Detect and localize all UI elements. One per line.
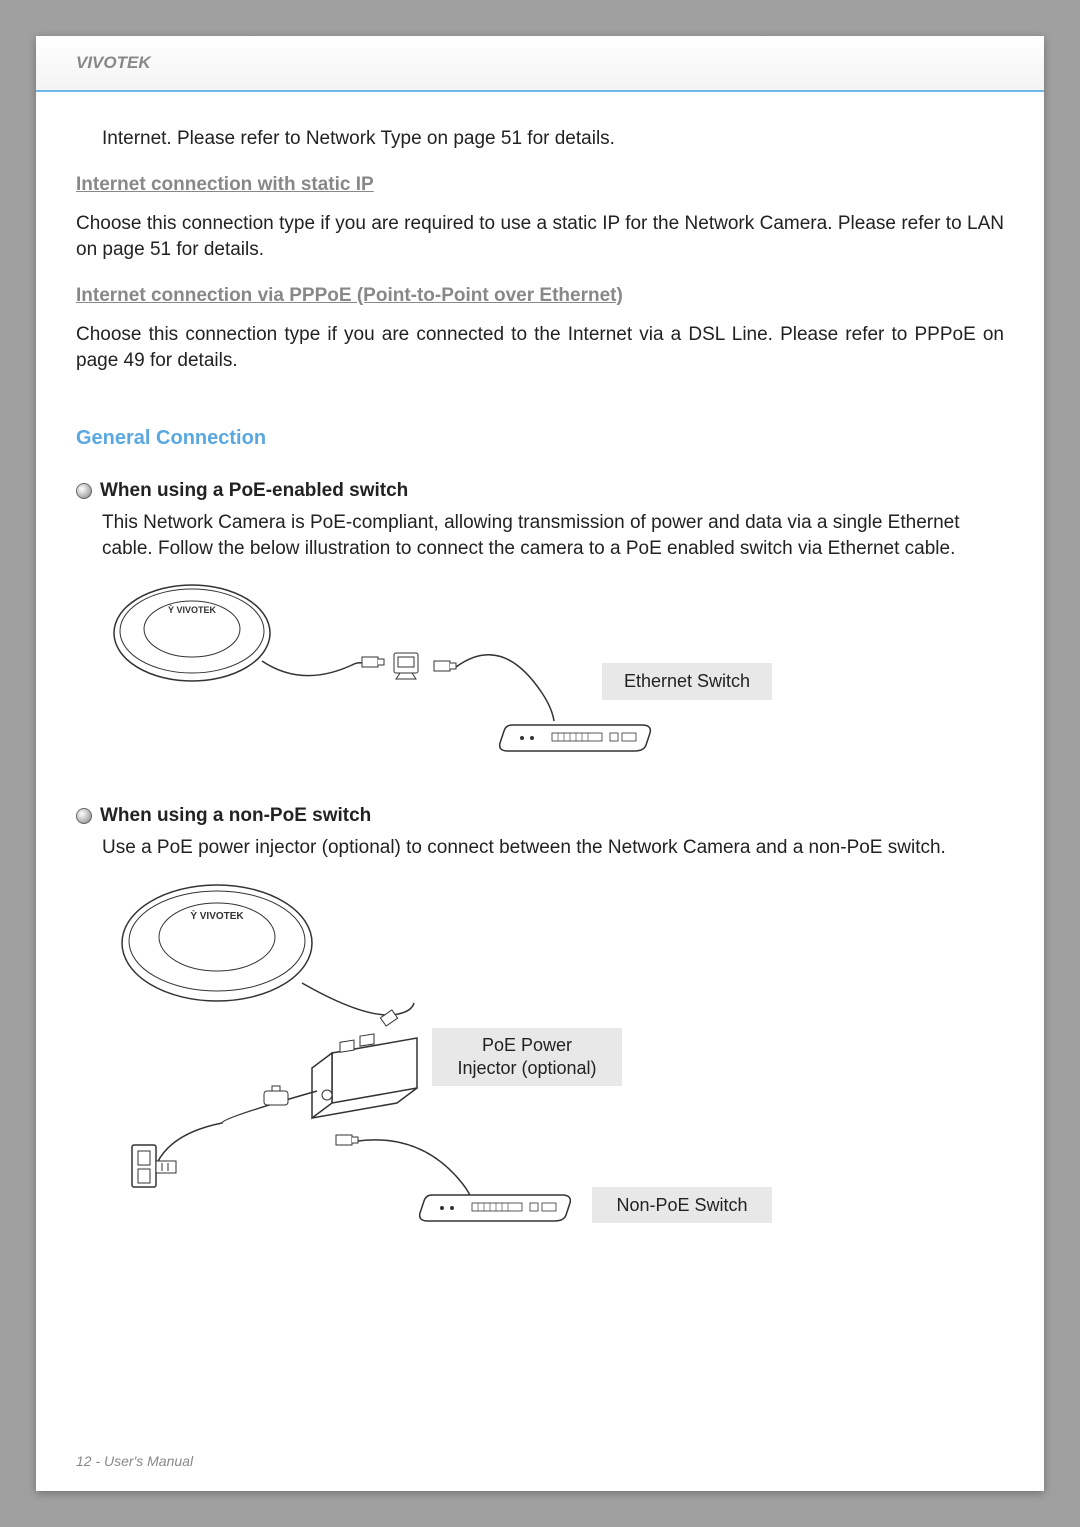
poe-injector-label-text: PoE Power Injector (optional): [457, 1035, 596, 1078]
poe-bullet-title: When using a PoE-enabled switch: [100, 478, 408, 504]
page-content: Internet. Please refer to Network Type o…: [36, 92, 1044, 1233]
nonpoe-body: Use a PoE power injector (optional) to c…: [102, 835, 1004, 861]
poe-diagram: Ỳ VIVOTEK: [102, 573, 1004, 773]
nonpoe-diagram: Ỳ VIVOTEK: [102, 873, 1004, 1233]
page-footer: 12 - User's Manual: [76, 1453, 193, 1469]
section-title: General Connection: [76, 425, 1004, 452]
intro-paragraph: Internet. Please refer to Network Type o…: [102, 126, 1004, 152]
svg-text:Ỳ VIVOTEK: Ỳ VIVOTEK: [190, 909, 244, 922]
poe-body: This Network Camera is PoE-compliant, al…: [102, 510, 1004, 561]
nonpoe-switch-label: Non-PoE Switch: [592, 1187, 772, 1223]
nonpoe-bullet-title: When using a non-PoE switch: [100, 803, 371, 829]
bullet-icon: [76, 808, 92, 824]
pppoe-heading: Internet connection via PPPoE (Point-to-…: [76, 283, 1004, 309]
ethernet-switch-label: Ethernet Switch: [602, 663, 772, 699]
bullet-icon: [76, 483, 92, 499]
page: VIVOTEK Internet. Please refer to Networ…: [36, 36, 1044, 1491]
pppoe-body: Choose this connection type if you are c…: [76, 322, 1004, 373]
static-ip-body: Choose this connection type if you are r…: [76, 211, 1004, 262]
page-header: VIVOTEK: [36, 36, 1044, 92]
poe-bullet-row: When using a PoE-enabled switch: [76, 478, 1004, 504]
brand-text: VIVOTEK: [76, 53, 151, 73]
poe-injector-label: PoE Power Injector (optional): [432, 1028, 622, 1087]
svg-text:Ỳ VIVOTEK: Ỳ VIVOTEK: [168, 604, 217, 615]
static-ip-heading: Internet connection with static IP: [76, 172, 1004, 198]
nonpoe-bullet-row: When using a non-PoE switch: [76, 803, 1004, 829]
